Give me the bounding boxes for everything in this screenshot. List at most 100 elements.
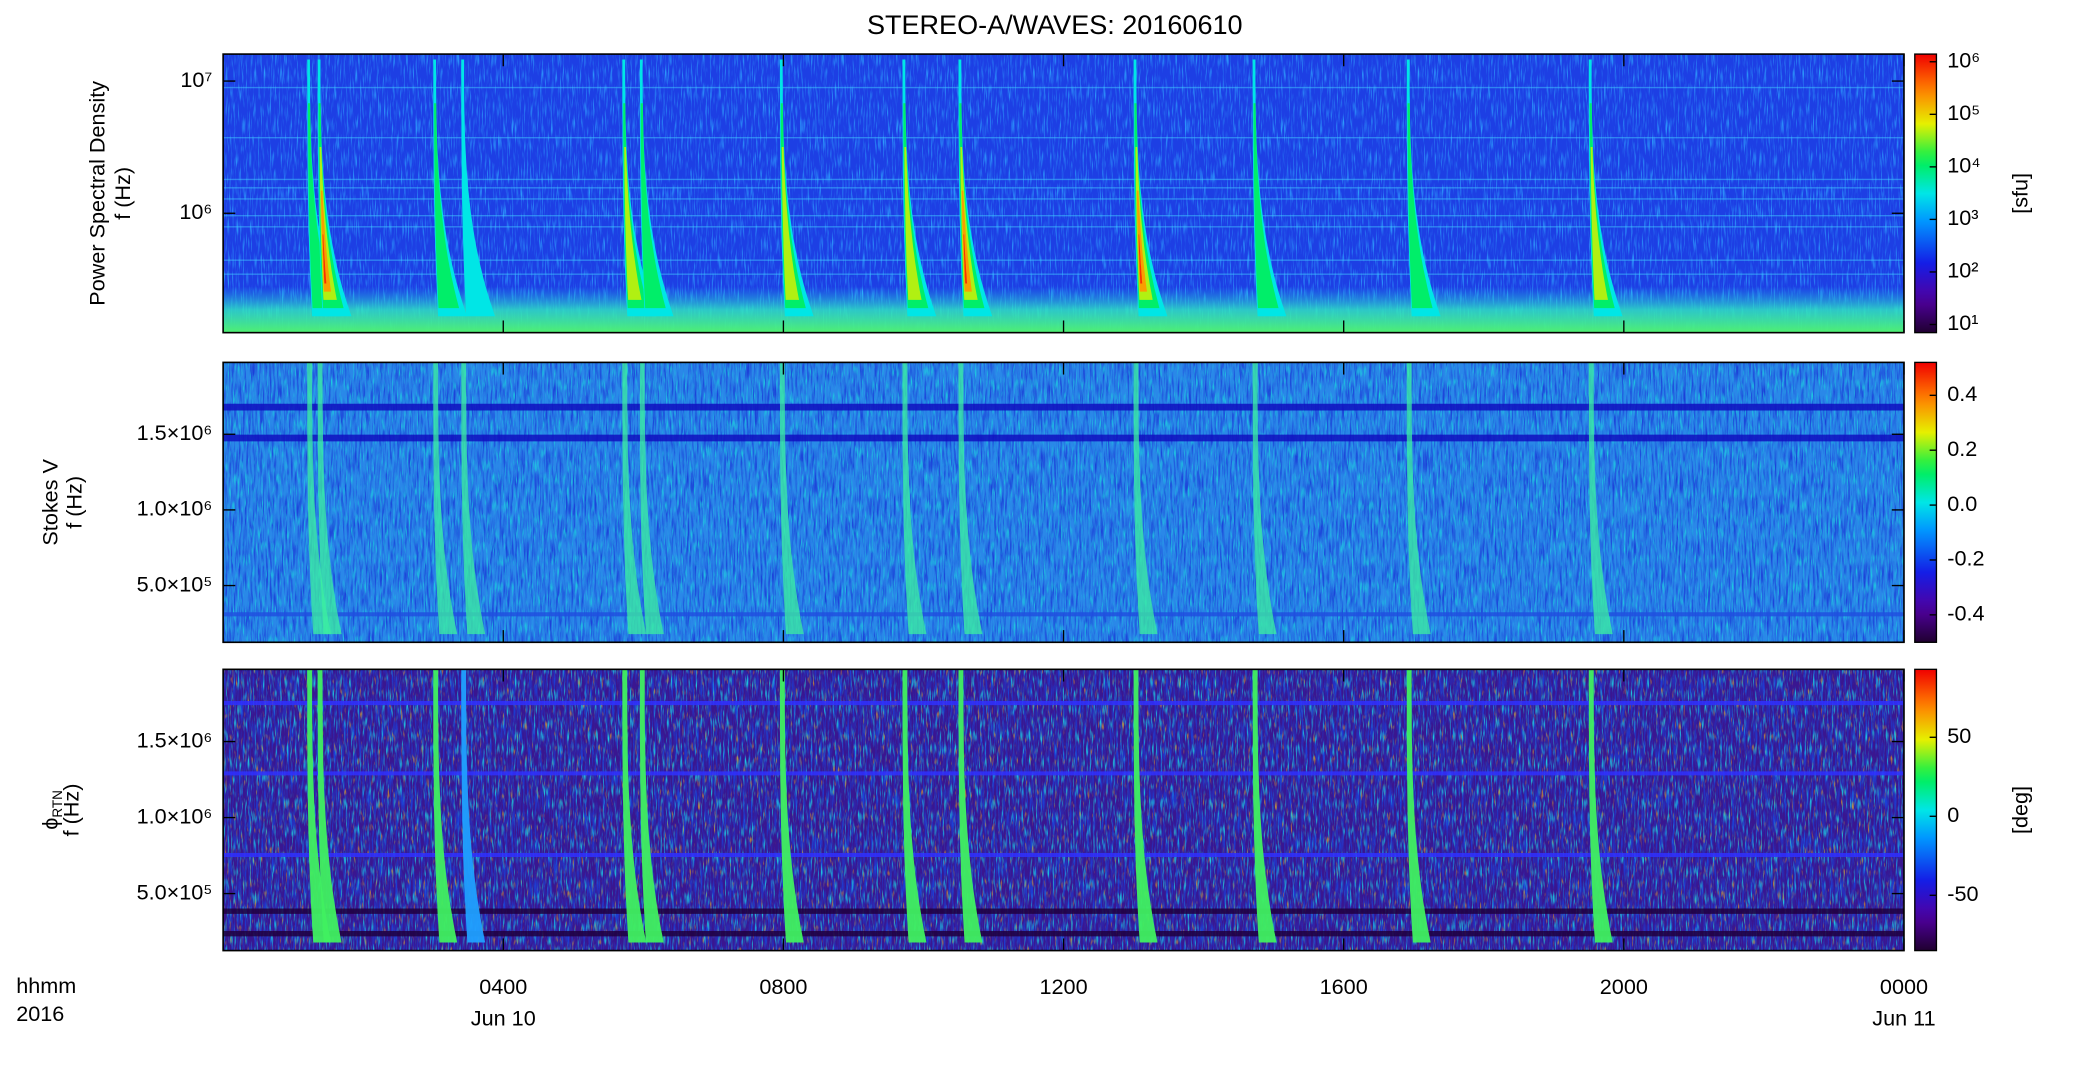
- spectrogram: [223, 54, 1904, 333]
- colorbar-tick-label: 0.4: [1947, 381, 1977, 406]
- colorbar-tick-label: 0: [1947, 802, 1959, 827]
- burst-layer: [320, 190, 332, 292]
- burst: [433, 59, 468, 317]
- burst-layer: [461, 59, 496, 317]
- x-tick-label: 0800: [759, 974, 807, 999]
- texture: [223, 669, 1904, 951]
- burst-trace: [433, 362, 458, 635]
- y-axis-label-text: Stokes V: [37, 458, 62, 545]
- colorbar-tick-label: 10⁵: [1947, 100, 1980, 125]
- burst-layer: [322, 234, 327, 284]
- y-tick-label: 1.5×10⁶: [137, 727, 213, 752]
- burst-layer: [1407, 103, 1433, 309]
- burst-layer: [1136, 190, 1147, 292]
- burst-trace: [317, 669, 342, 943]
- x-tick-label: 1600: [1320, 974, 1368, 999]
- burst-trace: [622, 362, 647, 635]
- y-axis-label: f (Hz): [110, 167, 135, 220]
- burst-trace: [1588, 362, 1613, 635]
- burst-trace: [1252, 669, 1277, 943]
- x-date-label: Jun 10: [471, 1005, 536, 1030]
- y-axis-label: Power Spectral Density: [84, 81, 109, 306]
- burst-trace: [779, 362, 804, 635]
- colorbar-tick-label: 10⁶: [1947, 47, 1980, 72]
- y-tick-label: 5.0×10⁵: [137, 571, 213, 596]
- y-tick-label: 1.0×10⁶: [137, 803, 213, 828]
- burst-trace: [307, 669, 332, 943]
- colorbar-tick-label: -50: [1947, 881, 1978, 906]
- colorbar-tick-label: 10⁴: [1947, 153, 1980, 178]
- burst-layer: [640, 103, 666, 309]
- colorbar-tick-label: 10²: [1947, 258, 1978, 283]
- burst-trace: [1406, 669, 1431, 943]
- texture: [223, 54, 1904, 333]
- x-axis-label: hhmm: [16, 973, 76, 998]
- x-axis-label: 2016: [16, 1001, 64, 1026]
- burst-layer: [961, 190, 972, 292]
- burst: [307, 59, 341, 317]
- y-axis-label-text: Power Spectral Density: [84, 81, 109, 306]
- burst-trace: [902, 669, 927, 943]
- burst-trace: [622, 669, 647, 943]
- colorbar: [1914, 361, 1938, 643]
- burst-trace: [902, 362, 927, 635]
- colorbar-tick-label: 10¹: [1947, 310, 1978, 335]
- burst: [1406, 59, 1441, 317]
- spectrogram: [223, 669, 1904, 951]
- burst: [1133, 59, 1168, 317]
- colorbar-unit: [sfu]: [2007, 173, 2032, 214]
- burst-layer: [434, 103, 460, 309]
- burst: [639, 59, 674, 317]
- burst-layer: [308, 103, 334, 309]
- burst-layer: [781, 146, 800, 300]
- y-tick-label: 1.0×10⁶: [137, 496, 213, 521]
- burst-layer: [1253, 103, 1279, 309]
- burst-trace: [433, 669, 458, 943]
- burst-trace: [1406, 362, 1431, 635]
- y-axis-label: ϕRTN: [37, 790, 65, 830]
- colorbar: [1914, 668, 1938, 952]
- colorbar-tick-label: -0.4: [1947, 601, 1984, 626]
- burst-trace: [779, 669, 804, 943]
- burst: [902, 59, 937, 317]
- burst: [1588, 59, 1623, 317]
- chart-title: STEREO-A/WAVES: 20160610: [867, 10, 1243, 40]
- y-axis-label: f (Hz): [59, 784, 84, 837]
- spectrogram: [223, 362, 1904, 643]
- burst-trace: [639, 669, 664, 943]
- burst-trace: [1133, 669, 1158, 943]
- burst: [779, 59, 814, 317]
- colorbar-tick-label: 0.0: [1947, 491, 1977, 516]
- burst-trace: [1588, 669, 1613, 943]
- burst-trace: [958, 362, 983, 635]
- burst: [317, 59, 352, 317]
- burst-trace: [307, 362, 332, 635]
- x-tick-label: 0400: [479, 974, 527, 999]
- burst-layer: [1590, 146, 1608, 300]
- colorbar-unit: [deg]: [2007, 786, 2032, 834]
- burst-trace: [958, 669, 983, 943]
- burst-layer: [624, 146, 642, 300]
- x-tick-label: 1200: [1039, 974, 1087, 999]
- burst-layer: [963, 234, 968, 284]
- y-axis-label-text: ϕ: [37, 818, 62, 830]
- burst-trace: [639, 362, 664, 635]
- burst-trace: [317, 362, 342, 635]
- y-tick-label: 10⁷: [180, 67, 212, 92]
- colorbar-tick-label: -0.2: [1947, 546, 1984, 571]
- burst: [461, 59, 496, 317]
- burst: [1252, 59, 1287, 317]
- burst: [622, 59, 657, 317]
- burst-trace: [461, 362, 486, 635]
- burst: [958, 59, 993, 317]
- y-axis-label-sub: RTN: [50, 790, 65, 818]
- y-axis-label: Stokes V: [37, 458, 62, 545]
- x-tick-label: 2000: [1600, 974, 1648, 999]
- colorbar-tick-label: 0.2: [1947, 436, 1977, 461]
- burst-layer: [1138, 234, 1143, 284]
- burst-trace: [1133, 362, 1158, 635]
- burst-trace: [1252, 362, 1277, 635]
- burst-trace: [461, 669, 486, 943]
- y-tick-label: 10⁶: [179, 199, 212, 224]
